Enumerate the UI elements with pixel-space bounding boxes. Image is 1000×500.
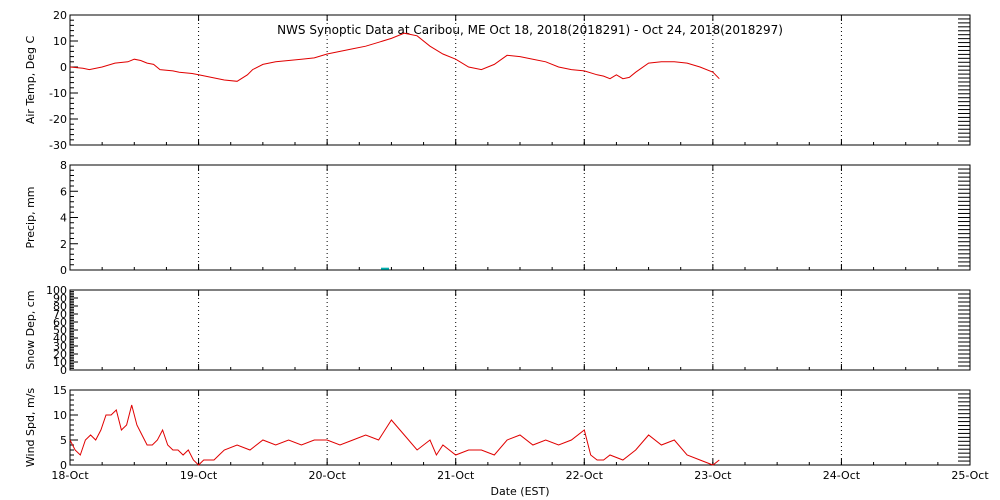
y-tick-label: 10 bbox=[53, 409, 67, 422]
panel-1: 0 2 4 6 8 Precip, mm bbox=[24, 159, 971, 277]
y-tick-label: 0 bbox=[60, 61, 67, 74]
y-tick-label: 100 bbox=[46, 284, 67, 297]
series-line bbox=[69, 404, 720, 466]
x-tick-label: 24-Oct bbox=[823, 469, 861, 482]
series-line bbox=[69, 32, 720, 82]
y-tick-label: 10 bbox=[53, 356, 67, 369]
y-tick-label: 15 bbox=[53, 384, 67, 397]
y-tick-label: 0 bbox=[60, 264, 67, 277]
y-tick-label: 20 bbox=[53, 348, 67, 361]
y-tick-label: 20 bbox=[53, 9, 67, 22]
y-axis-label: Air Temp, Deg C bbox=[24, 36, 37, 125]
panel-3: 0 5 10 15 Wind Spd, m/s bbox=[24, 384, 971, 472]
panel-frame bbox=[69, 289, 971, 371]
y-tick-label: 30 bbox=[53, 340, 67, 353]
y-tick-label: 2 bbox=[60, 238, 67, 251]
x-tick-label: 23-Oct bbox=[694, 469, 732, 482]
precip-bar bbox=[381, 267, 389, 270]
y-tick-label: -20 bbox=[49, 113, 67, 126]
x-axis-label: Date (EST) bbox=[490, 485, 549, 498]
y-tick-label: 6 bbox=[60, 185, 67, 198]
y-tick-label: 10 bbox=[53, 35, 67, 48]
x-tick-label: 20-Oct bbox=[308, 469, 346, 482]
y-tick-label: 5 bbox=[60, 434, 67, 447]
y-tick-label: 80 bbox=[53, 300, 67, 313]
x-tick-label: 25-Oct bbox=[951, 469, 989, 482]
y-tick-label: -10 bbox=[49, 87, 67, 100]
panel-frame bbox=[69, 164, 971, 271]
y-tick-label: 50 bbox=[53, 324, 67, 337]
y-tick-label: 0 bbox=[60, 459, 67, 472]
y-tick-label: 0 bbox=[60, 364, 67, 377]
panel-frame bbox=[69, 389, 971, 466]
chart-title: NWS Synoptic Data at Caribou, ME Oct 18,… bbox=[277, 23, 783, 37]
y-tick-label: 8 bbox=[60, 159, 67, 172]
y-tick-label: 4 bbox=[60, 212, 67, 225]
x-tick-label: 18-Oct bbox=[51, 469, 89, 482]
x-tick-label: 19-Oct bbox=[180, 469, 218, 482]
y-tick-label: 60 bbox=[53, 316, 67, 329]
y-axis-label: Precip, mm bbox=[24, 187, 37, 249]
y-tick-label: 70 bbox=[53, 308, 67, 321]
y-tick-label: 90 bbox=[53, 292, 67, 305]
y-tick-label: -30 bbox=[49, 139, 67, 152]
x-tick-label: 21-Oct bbox=[437, 469, 475, 482]
y-axis-label: Snow Dep, cm bbox=[24, 290, 37, 369]
x-axis: 18-Oct 19-Oct 20-Oct 21-Oct 22-Oct 23-Oct 24-O… bbox=[51, 469, 989, 482]
y-axis-label: Wind Spd, m/s bbox=[24, 388, 37, 468]
panel-0: -30 -20 -10 0 10 20 Air Temp, Deg C bbox=[24, 9, 971, 152]
x-tick-label: 22-Oct bbox=[566, 469, 604, 482]
y-tick-label: 40 bbox=[53, 332, 67, 345]
